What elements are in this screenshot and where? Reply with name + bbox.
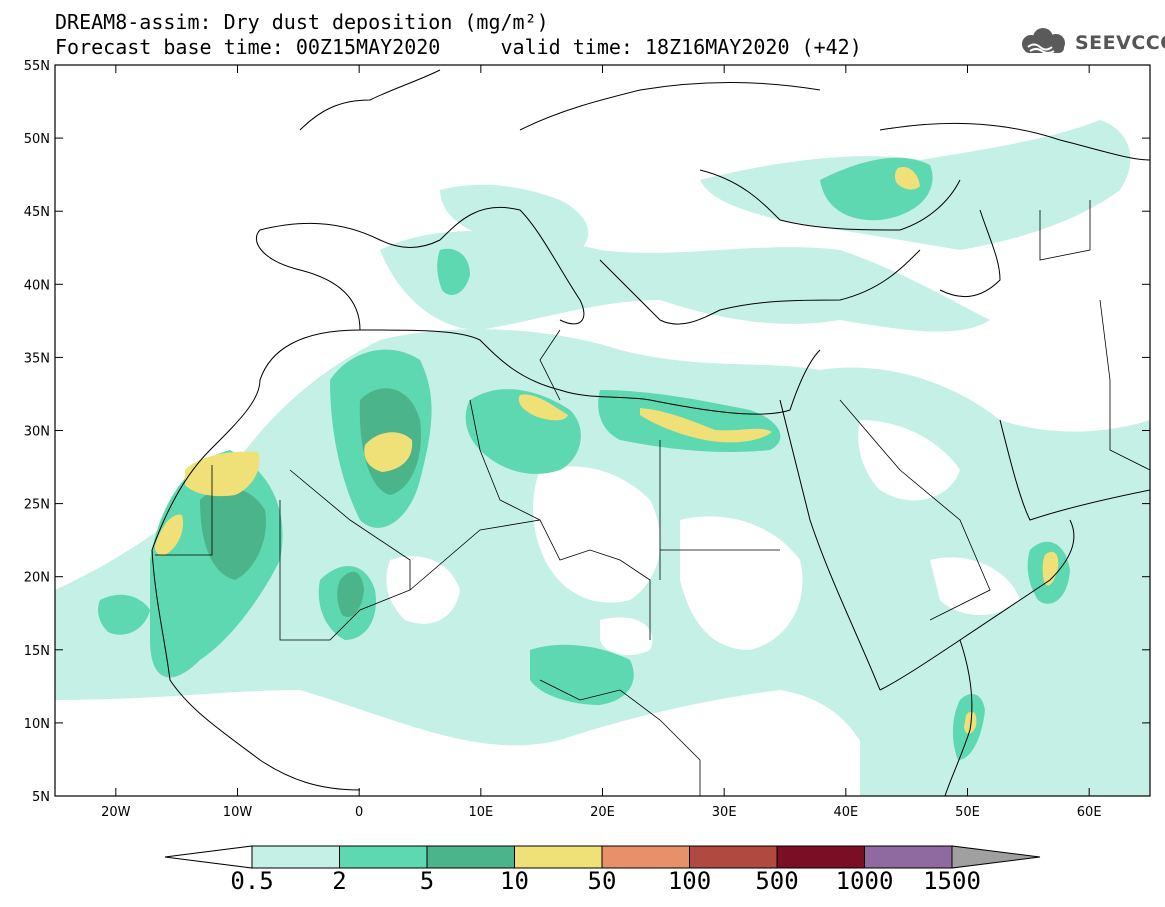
colorbar-labels: 0.5 2 5 10 50 100 500 1000 1500 bbox=[0, 868, 1165, 898]
lon-tick-label: 10E bbox=[468, 805, 493, 820]
colorbar-swatch bbox=[426, 845, 515, 869]
lon-tick-label: 0 bbox=[355, 805, 363, 820]
colorbar-swatch bbox=[339, 845, 428, 869]
colorbar-label: 0.5 bbox=[230, 867, 274, 895]
colorbar-label: 1500 bbox=[923, 867, 981, 895]
lat-tick-label: 45N bbox=[24, 205, 50, 220]
lon-tick-label: 20E bbox=[590, 805, 615, 820]
latitude-axis: 55N 50N 45N 40N 35N 30N 25N 20N 15N 10N 5N bbox=[24, 59, 1150, 805]
lon-tick-label: 30E bbox=[712, 805, 737, 820]
lat-tick-label: 55N bbox=[24, 59, 50, 74]
colorbar-label: 10 bbox=[500, 867, 529, 895]
lat-tick-label: 50N bbox=[24, 132, 50, 147]
logo-text: SEEVCCC bbox=[1075, 32, 1165, 54]
colorbar-swatch bbox=[251, 845, 340, 869]
colorbar-label: 100 bbox=[667, 867, 712, 895]
colorbar-high-arrow bbox=[951, 845, 1041, 869]
colorbar-swatch bbox=[864, 845, 953, 869]
lon-tick-label: 20W bbox=[101, 805, 131, 820]
coastlines bbox=[151, 69, 1150, 796]
colorbar-label: 1000 bbox=[835, 867, 894, 895]
longitude-axis: 20W 10W 0 10E 20E 30E 40E 50E 60E bbox=[101, 65, 1102, 820]
colorbar-label: 5 bbox=[419, 867, 435, 895]
lat-tick-label: 25N bbox=[24, 498, 50, 513]
colorbar-label: 500 bbox=[755, 867, 799, 895]
lat-tick-label: 35N bbox=[24, 351, 50, 366]
colorbar-swatch bbox=[514, 845, 603, 869]
lon-tick-label: 60E bbox=[1077, 805, 1102, 820]
colorbar-label: 50 bbox=[587, 867, 617, 895]
lon-tick-label: 50E bbox=[955, 805, 980, 820]
colorbar-swatch bbox=[601, 845, 690, 869]
lon-tick-label: 40E bbox=[833, 805, 858, 820]
borders bbox=[155, 200, 1150, 796]
deposition-field bbox=[55, 120, 1150, 796]
lat-tick-label: 10N bbox=[24, 717, 50, 732]
colorbar-swatch bbox=[689, 845, 778, 869]
map-title: DREAM8-assim: Dry dust deposition (mg/m²… bbox=[55, 10, 549, 34]
colorbar bbox=[164, 845, 1041, 869]
lat-tick-label: 30N bbox=[24, 425, 50, 440]
lat-tick-label: 40N bbox=[24, 278, 50, 293]
lat-tick-label: 15N bbox=[24, 644, 50, 659]
colorbar-label: 2 bbox=[332, 867, 347, 895]
colorbar-low-arrow bbox=[164, 845, 253, 869]
colorbar-swatch bbox=[776, 845, 865, 869]
seevccc-logo bbox=[1022, 28, 1065, 54]
lat-tick-label: 20N bbox=[24, 571, 50, 586]
forecast-time-line: Forecast base time: 00Z15MAY2020 valid t… bbox=[55, 35, 862, 59]
lon-tick-label: 10W bbox=[223, 805, 253, 820]
lat-tick-label: 5N bbox=[32, 790, 50, 805]
